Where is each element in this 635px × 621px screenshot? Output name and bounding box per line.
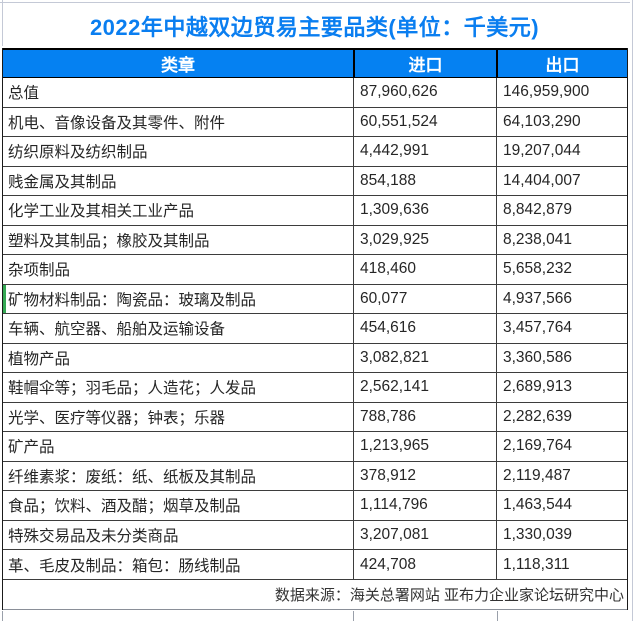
category-cell: 植物产品: [8, 350, 71, 368]
cutoff-border-tick: [353, 611, 354, 621]
import-value-cell: 424,708: [353, 550, 496, 579]
export-value-cell: 8,842,879: [496, 196, 627, 225]
export-value-cell: 146,959,900: [496, 78, 627, 107]
import-value-cell: 2,562,141: [353, 373, 496, 402]
import-value-cell: 788,786: [353, 402, 496, 432]
column-header-category: 类章: [161, 56, 195, 75]
cutoff-border-tick: [497, 611, 498, 621]
table-row: 杂项制品 418,460 5,658,232: [3, 255, 627, 285]
import-value-cell: 378,912: [353, 461, 496, 491]
table-row: 光学、医疗等仪器；钟表；乐器 788,786 2,282,639: [3, 402, 627, 433]
import-value-cell: 1,309,636: [353, 196, 496, 225]
category-cell: 塑料及其制品；橡胶及其制品: [8, 232, 210, 250]
import-value-cell: 4,442,991: [353, 137, 496, 166]
import-value-cell: 87,960,626: [353, 78, 496, 107]
table-body: 总值 87,960,626 146,959,900 机电、音像设备及其零件、附件…: [3, 78, 627, 580]
export-value-cell: 2,282,639: [496, 402, 627, 432]
import-value-cell: 3,029,925: [353, 225, 496, 255]
import-value-cell: 60,077: [353, 284, 496, 314]
spreadsheet-gridline-left: [2, 0, 3, 46]
table-row: 纺织原料及纺织制品 4,442,991 19,207,044: [3, 137, 627, 167]
import-value-cell: 3,207,081: [353, 520, 496, 550]
import-value-cell: 854,188: [353, 166, 496, 196]
import-value-cell: 454,616: [353, 314, 496, 343]
category-cell: 化学工业及其相关工业产品: [8, 203, 195, 221]
export-value-cell: 5,658,232: [496, 255, 627, 284]
export-value-cell: 19,207,044: [496, 137, 627, 166]
table-row: 矿产品 1,213,965 2,169,764: [3, 432, 627, 462]
table-row: 食品；饮料、酒及醋；烟草及制品 1,114,796 1,463,544: [3, 491, 627, 521]
table-row: 塑料及其制品；橡胶及其制品 3,029,925 8,238,041: [3, 225, 627, 256]
table-row: 总值 87,960,626 146,959,900: [3, 78, 627, 108]
spreadsheet-gridline-top: [0, 2, 630, 3]
export-value-cell: 4,937,566: [496, 284, 627, 314]
category-cell: 总值: [8, 85, 40, 103]
category-cell: 食品；饮料、酒及醋；烟草及制品: [8, 498, 241, 516]
table-row: 革、毛皮及制品：箱包：肠线制品 424,708 1,118,311: [3, 550, 627, 580]
column-header-import: 进口: [353, 50, 496, 77]
category-cell: 纺织原料及纺织制品: [8, 144, 148, 162]
export-value-cell: 1,463,544: [496, 491, 627, 520]
table-row: 矿物材料制品：陶瓷品：玻璃及制品 60,077 4,937,566: [3, 284, 627, 315]
import-value-cell: 418,460: [353, 255, 496, 284]
export-value-cell: 2,169,764: [496, 432, 627, 461]
import-value-cell: 1,213,965: [353, 432, 496, 461]
category-cell: 矿产品: [8, 439, 55, 457]
category-cell: 特殊交易品及未分类商品: [8, 527, 179, 545]
table-row: 特殊交易品及未分类商品 3,207,081 1,330,039: [3, 520, 627, 551]
green-marker: [3, 284, 6, 314]
table-row: 化学工业及其相关工业产品 1,309,636 8,842,879: [3, 196, 627, 226]
export-value-cell: 1,118,311: [496, 550, 627, 579]
category-cell: 鞋帽伞等；羽毛品；人造花；人发品: [8, 380, 257, 398]
category-cell: 纤维素浆：废纸：纸、纸板及其制品: [8, 468, 257, 486]
export-value-cell: 14,404,007: [496, 166, 627, 196]
table-row: 鞋帽伞等；羽毛品；人造花；人发品 2,562,141 2,689,913: [3, 373, 627, 403]
table-header-row: 类章 进口 出口: [3, 48, 627, 78]
export-value-cell: 64,103,290: [496, 107, 627, 137]
category-cell: 贱金属及其制品: [8, 173, 117, 191]
category-cell: 矿物材料制品：陶瓷品：玻璃及制品: [8, 291, 257, 309]
spreadsheet-gridline-right: [632, 0, 633, 621]
import-value-cell: 60,551,524: [353, 107, 496, 137]
category-cell: 革、毛皮及制品：箱包：肠线制品: [8, 557, 241, 575]
column-header-export: 出口: [496, 50, 627, 77]
cutoff-border-tick: [2, 611, 3, 621]
page-title: 2022年中越双边贸易主要品类(单位：千美元): [89, 14, 540, 40]
category-cell: 机电、音像设备及其零件、附件: [8, 114, 226, 132]
table-row: 车辆、航空器、船舶及运输设备 454,616 3,457,764: [3, 314, 627, 344]
table-row: 机电、音像设备及其零件、附件 60,551,524 64,103,290: [3, 107, 627, 138]
category-cell: 杂项制品: [8, 262, 71, 280]
table-row: 贱金属及其制品 854,188 14,404,007: [3, 166, 627, 197]
cutoff-next-row: [2, 611, 628, 621]
export-value-cell: 3,360,586: [496, 343, 627, 373]
export-value-cell: 2,119,487: [496, 461, 627, 491]
category-cell: 光学、医疗等仪器；钟表；乐器: [8, 409, 226, 427]
category-cell: 车辆、航空器、船舶及运输设备: [8, 321, 226, 339]
export-value-cell: 2,689,913: [496, 373, 627, 402]
export-value-cell: 8,238,041: [496, 225, 627, 255]
data-source-text: 数据来源：海关总署网站 亚布力企业家论坛研究中心: [274, 586, 624, 604]
export-value-cell: 1,330,039: [496, 520, 627, 550]
trade-table: 类章 进口 出口 总值 87,960,626 146,959,900 机电、音像…: [2, 48, 628, 610]
table-row: 植物产品 3,082,821 3,360,586: [3, 343, 627, 374]
source-row: 数据来源：海关总署网站 亚布力企业家论坛研究中心: [3, 580, 627, 610]
import-value-cell: 1,114,796: [353, 491, 496, 520]
table-row: 纤维素浆：废纸：纸、纸板及其制品 378,912 2,119,487: [3, 461, 627, 492]
export-value-cell: 3,457,764: [496, 314, 627, 343]
import-value-cell: 3,082,821: [353, 343, 496, 373]
